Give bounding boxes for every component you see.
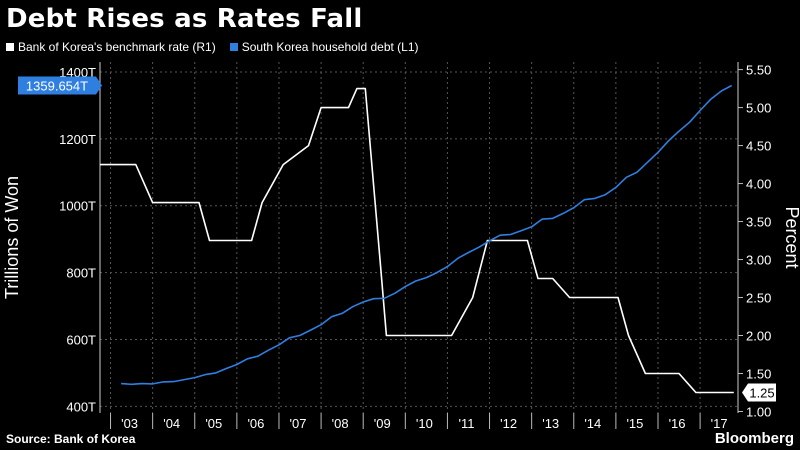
legend-item-rate: Bank of Korea's benchmark rate (R1) bbox=[6, 40, 216, 54]
y-right-tick-label: 4.50 bbox=[746, 139, 771, 154]
y-right-tick-label: 3.50 bbox=[746, 215, 771, 230]
legend: Bank of Korea's benchmark rate (R1) Sout… bbox=[6, 40, 419, 54]
y-left-tick-label: 1400T bbox=[59, 65, 96, 80]
x-tick-label: '10 bbox=[416, 416, 433, 431]
debt-value-callout-box bbox=[18, 76, 102, 95]
source-note: Source: Bank of Korea bbox=[6, 432, 136, 446]
x-tick-label: '06 bbox=[247, 416, 264, 431]
y-right-tick-label: 1.00 bbox=[746, 404, 771, 419]
legend-label-rate: Bank of Korea's benchmark rate (R1) bbox=[18, 40, 216, 54]
x-tick-label: '17 bbox=[711, 416, 728, 431]
legend-label-debt: South Korea household debt (L1) bbox=[241, 40, 419, 54]
x-tick-label: '07 bbox=[290, 416, 307, 431]
x-tick-label: '12 bbox=[500, 416, 517, 431]
series-line-household-debt bbox=[121, 84, 733, 386]
x-tick-label: '13 bbox=[542, 416, 559, 431]
x-tick-label: '04 bbox=[163, 416, 180, 431]
chart-title: Debt Rises as Rates Fall bbox=[6, 4, 363, 34]
legend-swatch-rate bbox=[6, 43, 14, 51]
y-left-tick-label: 800T bbox=[66, 266, 96, 281]
debt-value-callout-label: 1359.654T bbox=[26, 79, 88, 94]
x-tick-label: '14 bbox=[584, 416, 601, 431]
x-tick-label: '09 bbox=[374, 416, 391, 431]
y-right-tick-label: 2.50 bbox=[746, 291, 771, 306]
brand-logo: Bloomberg bbox=[714, 430, 794, 447]
y-right-tick-label: 5.50 bbox=[746, 63, 771, 78]
y-right-tick-label: 1.50 bbox=[746, 366, 771, 381]
y-left-tick-label: 600T bbox=[66, 332, 96, 347]
y-right-tick-label: 2.00 bbox=[746, 329, 771, 344]
x-tick-label: '15 bbox=[626, 416, 643, 431]
y-left-tick-label: 400T bbox=[66, 399, 96, 414]
series-line-benchmark-rate bbox=[100, 87, 734, 394]
y-right-tick-label: 5.00 bbox=[746, 101, 771, 116]
x-tick-label: '16 bbox=[669, 416, 686, 431]
x-tick-label: '03 bbox=[121, 416, 138, 431]
legend-swatch-debt bbox=[229, 43, 238, 51]
y-right-tick-label: 3.00 bbox=[746, 253, 771, 268]
rate-value-callout-box bbox=[742, 383, 776, 402]
x-tick-label: '08 bbox=[332, 416, 349, 431]
y-left-tick-label: 1000T bbox=[59, 199, 96, 214]
y-left-axis-title: Trillions of Won bbox=[2, 176, 22, 299]
y-right-axis-title: Percent bbox=[782, 206, 800, 268]
x-tick-label: '11 bbox=[458, 416, 474, 431]
rate-value-callout-label: 1.25 bbox=[749, 385, 774, 400]
legend-item-debt: South Korea household debt (L1) bbox=[229, 40, 419, 54]
x-tick-label: '05 bbox=[205, 416, 222, 431]
y-left-tick-label: 1200T bbox=[59, 132, 96, 147]
y-right-tick-label: 4.00 bbox=[746, 177, 771, 192]
